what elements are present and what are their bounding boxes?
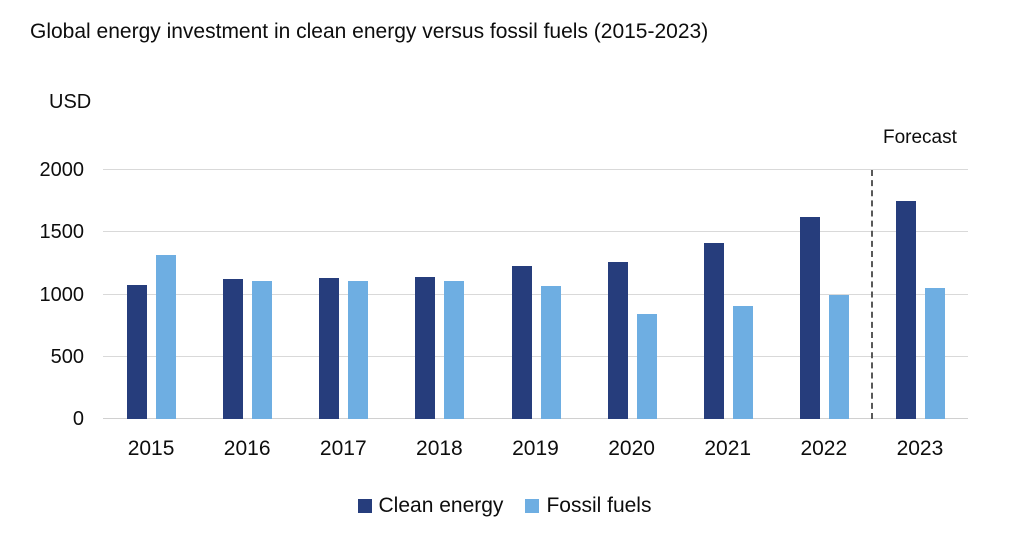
plot-area (103, 169, 968, 419)
bar-fossil-fuels-2018 (444, 281, 465, 419)
y-tick-label-1500: 1500 (39, 221, 85, 244)
legend-label: Fossil fuels (546, 494, 652, 517)
bar-clean-energy-2015 (127, 284, 148, 419)
x-tick-label-2018: 2018 (416, 437, 463, 460)
x-tick-label-2017: 2017 (319, 437, 367, 460)
y-tick-label-500: 500 (50, 345, 84, 368)
gridline-1000 (103, 293, 968, 295)
forecast-label: Forecast (882, 127, 957, 148)
y-axis: 0 500 1000 1500 2000 (0, 159, 85, 430)
bar-clean-energy-2020 (607, 262, 628, 419)
bar-fossil-fuels-2020 (636, 314, 657, 419)
x-tick-label-2019: 2019 (512, 437, 559, 460)
x-tick-label-2016: 2016 (223, 437, 271, 460)
bar-fossil-fuels-2021 (732, 305, 753, 419)
bar-fossil-fuels-2016 (252, 281, 273, 419)
x-tick-label-2020: 2020 (608, 437, 655, 460)
bar-fossil-fuels-2015 (156, 254, 177, 419)
y-axis-unit-label: USD (49, 91, 92, 113)
legend-swatch-icon (357, 499, 372, 513)
gridline-2000 (103, 169, 968, 170)
bar-fossil-fuels-2023 (924, 288, 945, 419)
bar-fossil-fuels-2017 (348, 280, 369, 419)
legend-label: Clean energy (378, 494, 504, 517)
bar-clean-energy-2017 (319, 278, 340, 419)
x-tick-label-2021: 2021 (704, 437, 752, 460)
bar-fossil-fuels-2019 (540, 286, 561, 419)
bar-clean-energy-2022 (799, 217, 820, 419)
x-tick-label-2023: 2023 (896, 437, 944, 460)
y-tick-label-1000: 1000 (39, 283, 85, 306)
bar-clean-energy-2021 (703, 243, 724, 419)
bar-clean-energy-2023 (895, 201, 916, 419)
y-tick-label-2000: 2000 (39, 159, 85, 181)
legend: Clean energy Fossil fuels (0, 494, 1009, 518)
gridline-500 (103, 355, 968, 357)
x-tick-label-2015: 2015 (127, 437, 175, 460)
gridline-0 (103, 418, 968, 419)
chart-title: Global energy investment in clean energy… (30, 20, 709, 43)
legend-item-fossil-fuels: Fossil fuels (525, 494, 651, 518)
forecast-divider-line (870, 170, 873, 419)
x-tick-label-2022: 2022 (800, 437, 848, 460)
bar-clean-energy-2016 (223, 278, 244, 419)
bar-fossil-fuels-2022 (828, 294, 849, 419)
gridline-1500 (103, 231, 968, 233)
bar-clean-energy-2018 (415, 277, 436, 419)
legend-item-clean-energy: Clean energy (357, 494, 504, 518)
x-axis: 2015 2016 2017 2018 2019 2020 2021 2022 2023 (103, 437, 968, 465)
y-tick-label-0: 0 (72, 408, 84, 430)
legend-swatch-icon (525, 499, 540, 513)
bar-clean-energy-2019 (511, 265, 532, 419)
